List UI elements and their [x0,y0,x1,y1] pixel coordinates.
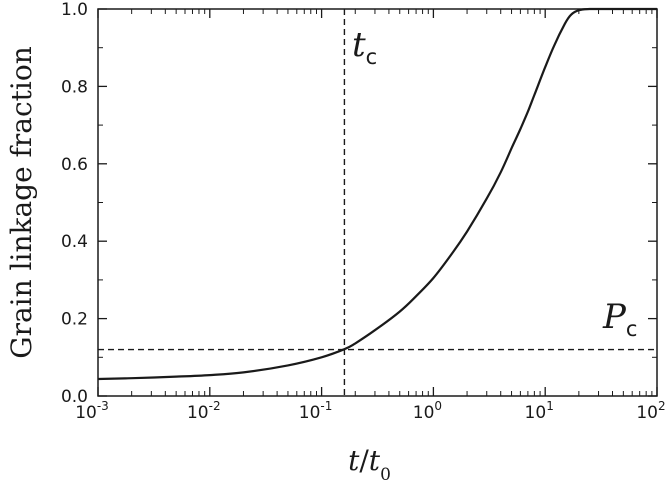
axis-ticks [97,8,658,397]
y-tick-label: 0.2 [61,310,88,330]
annotation-tc-sub: c [366,45,378,69]
x-tick-label-exponent: -1 [320,399,332,413]
x-axis-label-separator: / [359,444,369,477]
y-tick-label: 1.0 [61,0,88,20]
annotation-pc: Pc [602,297,637,341]
series-line [97,7,657,381]
x-tick-label: 100 [413,399,442,423]
x-tick-label-exponent: 0 [434,399,442,413]
data-series [97,7,657,381]
x-tick-label-exponent: 2 [658,399,666,413]
y-tick-label: 0.6 [61,155,88,175]
x-tick-label: 102 [636,399,665,423]
x-tick-label-base: 10 [413,403,435,423]
x-tick-label: 10-3 [75,399,109,423]
annotation-pc-main: P [602,297,627,337]
y-tick-label: 0.8 [61,77,88,97]
x-tick-label-base: 10 [636,403,658,423]
x-axis-label-denominator: t [369,444,381,477]
x-tick-label-base: 10 [525,403,547,423]
annotation-tc: tc [352,25,377,69]
annotation-tc-main: t [352,25,366,65]
x-tick-label-exponent: -2 [209,399,221,413]
x-tick-label-base: 10 [187,403,209,423]
x-axis-label-numerator: t [348,444,360,477]
y-tick-label: 0.4 [61,232,88,252]
x-tick-label: 10-2 [187,399,221,423]
plot-frame [97,8,658,397]
x-tick-label-base: 10 [299,403,321,423]
x-tick-label: 10-1 [299,399,333,423]
reference-lines [98,9,657,396]
x-tick-label-exponent: -3 [97,399,109,413]
x-tick-label-exponent: 1 [546,399,554,413]
x-tick-label: 101 [525,399,554,423]
x-tick-label-base: 10 [75,403,97,423]
y-tick-label: 0.0 [61,387,88,407]
x-axis-label-denominator-sub: 0 [380,465,391,485]
annotation-pc-sub: c [626,317,638,341]
y-axis-label: Grain linkage fraction [5,46,38,359]
x-axis-label: t/t0 [348,444,391,485]
